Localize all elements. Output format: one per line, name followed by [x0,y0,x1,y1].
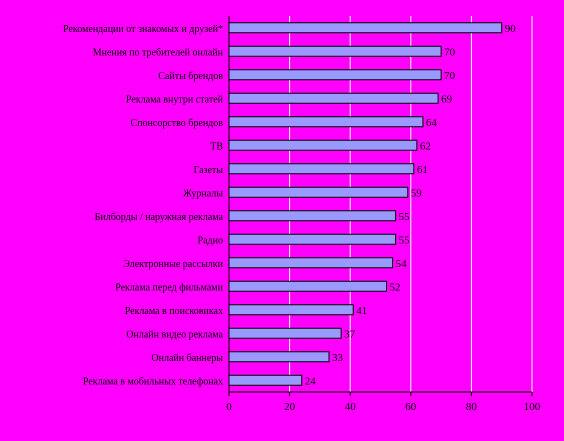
value-label: 54 [396,258,408,270]
value-label: 90 [505,23,517,35]
category-label: Мнения по требителей онлайн [93,47,224,58]
category-label: Реклама перед фильмами [115,282,223,293]
bar [228,186,409,198]
x-tick-label: 60 [405,401,417,413]
category-label: Рекомендации от знакомых и друзей* [63,24,223,35]
bar [228,304,354,316]
bar [228,210,397,222]
x-axis: 0 20 40 60 80 100 [226,16,541,413]
bar [228,233,397,245]
value-label: 37 [344,328,356,340]
value-label: 52 [390,281,401,293]
value-label: 59 [411,187,423,199]
x-tick-label: 0 [226,401,232,413]
bar [228,327,342,339]
value-label: 70 [444,70,456,82]
bar [228,351,330,363]
category-label: Журналы [183,188,223,199]
bar [228,69,442,81]
value-label: 70 [444,46,456,58]
bar [228,22,503,34]
bar [228,116,424,128]
value-label: 61 [417,164,428,176]
value-label: 69 [441,93,453,105]
value-label: 41 [356,305,367,317]
x-tick-label: 20 [284,401,296,413]
x-tick-label: 80 [466,401,478,413]
category-label: Электронные рассылки [123,259,223,270]
x-tick-label: 100 [524,401,541,413]
value-label: 55 [399,211,411,223]
bar [228,139,418,151]
bar [228,163,415,175]
bar [228,92,439,104]
value-label: 62 [420,140,431,152]
category-label: Реклама в мобильных телефонах [83,376,223,387]
x-tick-label: 40 [345,401,357,413]
bar [228,257,394,269]
category-label: Радио [198,235,223,246]
category-label: Реклама в поисковиках [125,306,223,317]
category-label: ТВ [210,141,223,152]
bar [228,280,388,292]
value-label: 64 [426,117,438,129]
category-labels: Рекомендации от знакомых и друзей* Мнения… [63,24,224,388]
value-label: 24 [305,375,317,387]
category-label: Онлайн видео реклама [126,329,223,340]
category-label: Онлайн баннеры [151,353,223,364]
bar [228,45,442,57]
value-label: 33 [332,352,344,364]
category-label: Сайты брендов [158,71,223,82]
value-label: 55 [399,234,411,246]
category-label: Билборды / наружная реклама [95,212,224,223]
category-label: Газеты [194,165,224,176]
bars [228,22,503,386]
bar [228,374,303,386]
category-label: Реклама внутри статей [126,94,224,105]
category-label: Спонсорство брендов [131,118,224,129]
